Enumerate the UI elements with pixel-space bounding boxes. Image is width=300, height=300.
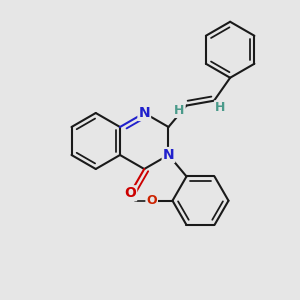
Text: O: O (146, 194, 157, 207)
Text: H: H (174, 104, 185, 117)
Text: H: H (215, 101, 225, 114)
Text: N: N (138, 106, 150, 120)
Text: O: O (124, 186, 136, 200)
Text: N: N (163, 148, 174, 162)
